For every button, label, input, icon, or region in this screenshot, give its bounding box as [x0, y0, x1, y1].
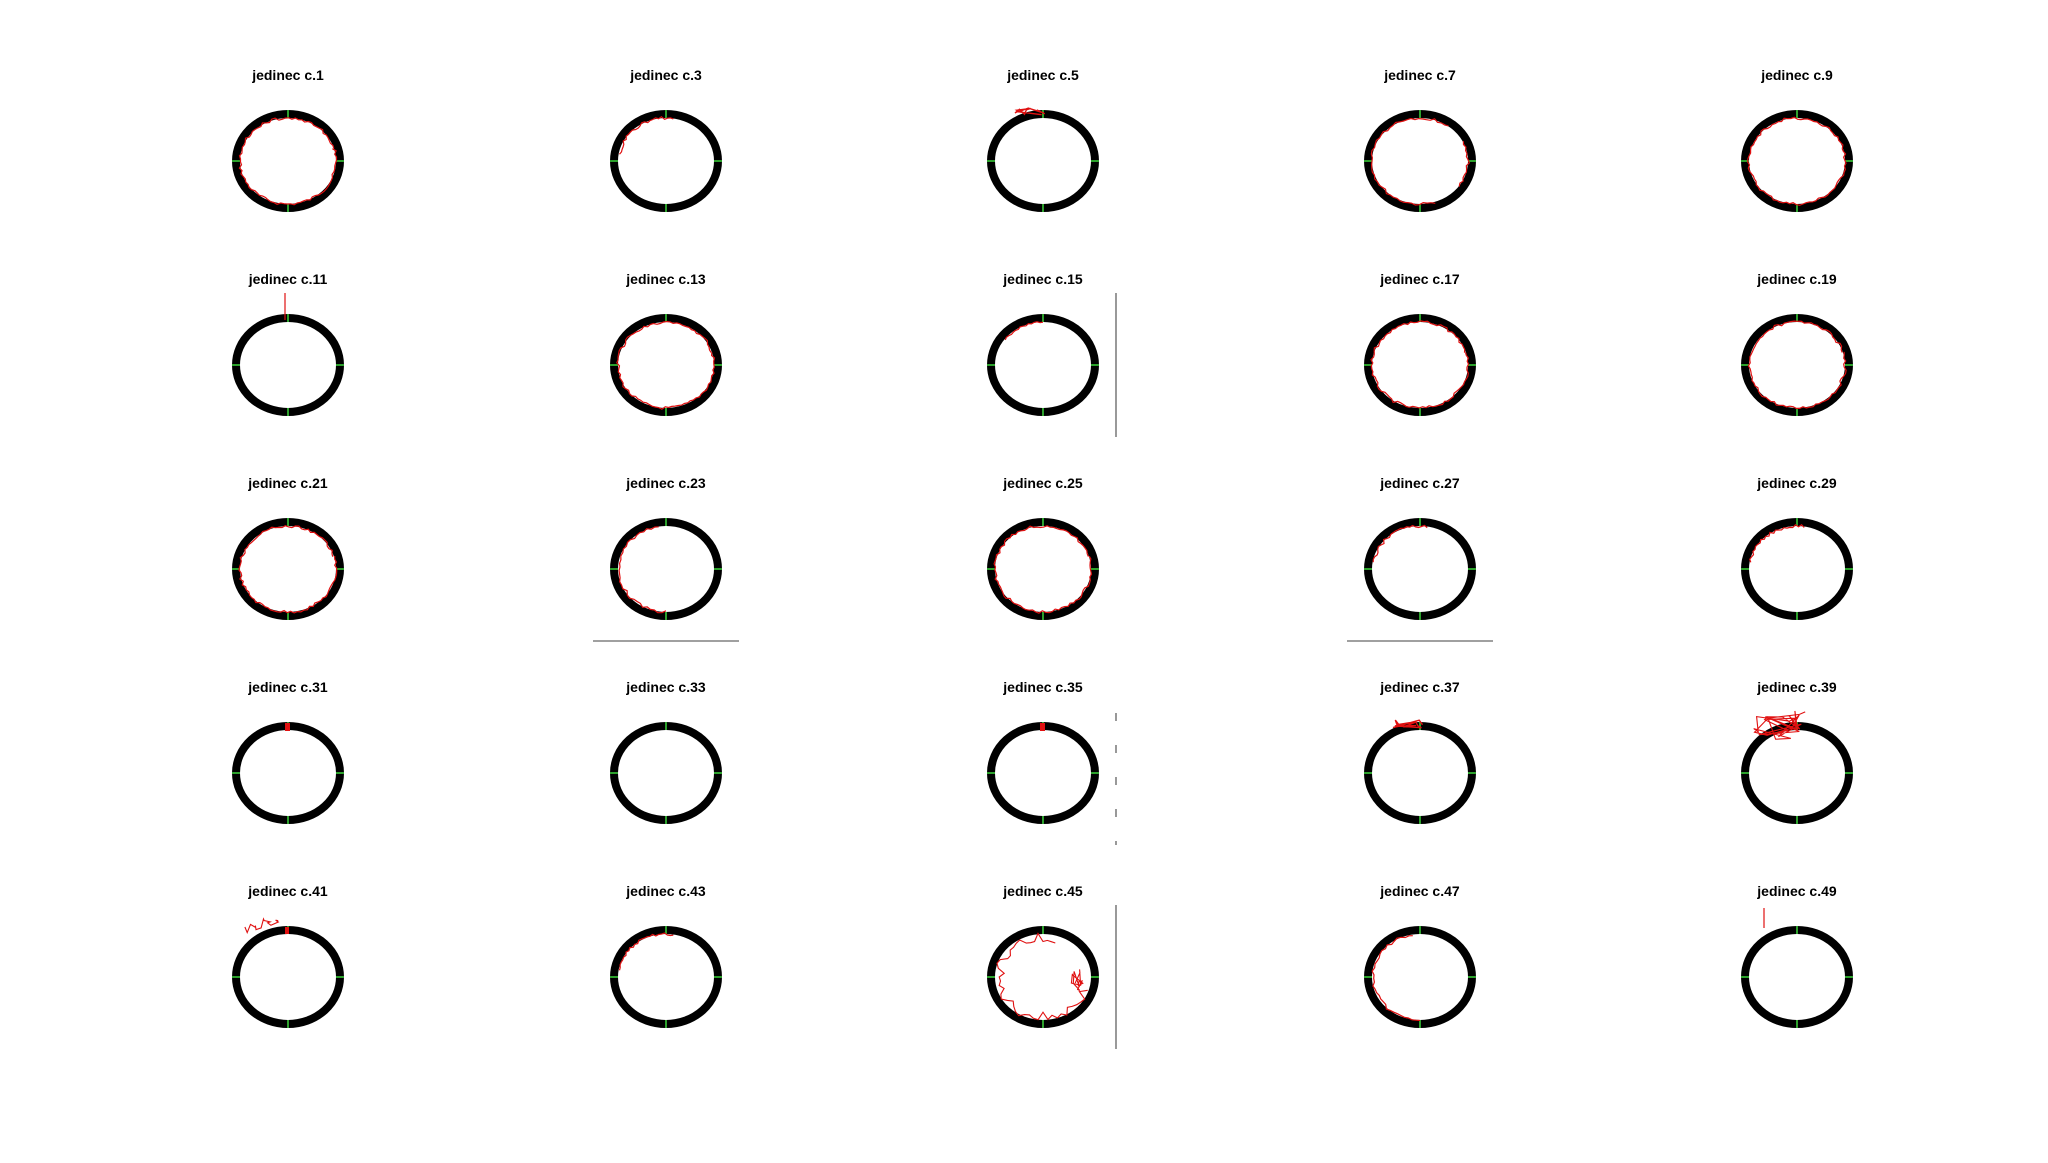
panel: jedinec c.13 [610, 271, 722, 416]
trajectory-path [619, 115, 674, 155]
trajectory-path [618, 526, 667, 614]
panel-title: jedinec c.47 [1379, 883, 1460, 899]
panel-title: jedinec c.23 [625, 475, 706, 491]
panel: jedinec c.33 [610, 679, 722, 824]
panel-title: jedinec c.35 [1002, 679, 1083, 695]
trajectory-path [1370, 320, 1470, 409]
panel: jedinec c.3 [610, 67, 722, 212]
trajectory-path [1372, 524, 1428, 563]
trajectory-path [993, 525, 1093, 614]
panel-title: jedinec c.45 [1002, 883, 1083, 899]
panel-title: jedinec c.25 [1002, 475, 1083, 491]
trajectory-path [616, 320, 716, 410]
panel: jedinec c.45 [987, 883, 1117, 1049]
panel-title: jedinec c.17 [1379, 271, 1460, 287]
panel: jedinec c.11 [232, 271, 344, 416]
panel-title: jedinec c.29 [1756, 475, 1837, 491]
panel: jedinec c.7 [1364, 67, 1476, 212]
trajectory-path [238, 525, 338, 614]
panel-title: jedinec c.19 [1756, 271, 1837, 287]
panel: jedinec c.35 [987, 679, 1117, 845]
trajectory-path [1014, 107, 1046, 116]
trajectory-path [1371, 935, 1421, 1022]
panel-title: jedinec c.21 [247, 475, 328, 491]
trajectory-path [1749, 524, 1805, 563]
panel-title: jedinec c.33 [625, 679, 706, 695]
panel: jedinec c.9 [1741, 67, 1853, 212]
trajectory-path [618, 932, 674, 971]
panel: jedinec c.5 [987, 67, 1099, 212]
panel-title: jedinec c.13 [625, 271, 706, 287]
trajectory-point [285, 723, 290, 731]
trajectory-point [1040, 723, 1045, 731]
trajectory-point [285, 927, 289, 934]
trajectory-path [1747, 320, 1847, 409]
panel-grid: jedinec c.1 jedinec c.3 jedinec c.5 jedinec… [232, 67, 1853, 1049]
trajectory-path [1458, 141, 1471, 187]
trajectory-path [1370, 117, 1449, 206]
panel: jedinec c.43 [610, 883, 722, 1028]
panel: jedinec c.29 [1741, 475, 1853, 620]
trajectory-path [1004, 321, 1044, 341]
panel-title: jedinec c.49 [1756, 883, 1837, 899]
trajectory-path [238, 117, 338, 206]
panel-title: jedinec c.15 [1002, 271, 1083, 287]
panel: jedinec c.1 [232, 67, 344, 212]
panel: jedinec c.27 [1347, 475, 1493, 642]
panel: jedinec c.19 [1741, 271, 1853, 416]
panel-title: jedinec c.7 [1383, 67, 1456, 83]
trajectory-path [1392, 719, 1424, 729]
trajectory-path [996, 932, 1088, 1021]
panel-title: jedinec c.43 [625, 883, 706, 899]
trajectory-path [1070, 969, 1084, 992]
trajectory-path [1747, 116, 1847, 206]
panel: jedinec c.41 [232, 883, 344, 1028]
panel: jedinec c.39 [1741, 679, 1853, 824]
panel-title: jedinec c.3 [629, 67, 702, 83]
panel-title: jedinec c.39 [1756, 679, 1837, 695]
panel-title: jedinec c.41 [247, 883, 328, 899]
panel: jedinec c.15 [987, 271, 1117, 437]
panel-title: jedinec c.1 [251, 67, 324, 83]
panel-title: jedinec c.11 [248, 271, 328, 287]
trajectory-path [1753, 710, 1806, 740]
panel: jedinec c.25 [987, 475, 1099, 620]
panel-title: jedinec c.5 [1006, 67, 1079, 83]
panel: jedinec c.37 [1364, 679, 1476, 824]
panel: jedinec c.21 [232, 475, 344, 620]
panel: jedinec c.49 [1741, 883, 1853, 1028]
panel-title: jedinec c.37 [1379, 679, 1460, 695]
panel-title: jedinec c.31 [247, 679, 328, 695]
panel: jedinec c.17 [1364, 271, 1476, 416]
panel: jedinec c.23 [593, 475, 739, 642]
panel-title: jedinec c.9 [1760, 67, 1833, 83]
panel: jedinec c.31 [232, 679, 344, 824]
trajectory-path [244, 917, 280, 935]
panel-title: jedinec c.27 [1379, 475, 1460, 491]
panel: jedinec c.47 [1364, 883, 1476, 1028]
